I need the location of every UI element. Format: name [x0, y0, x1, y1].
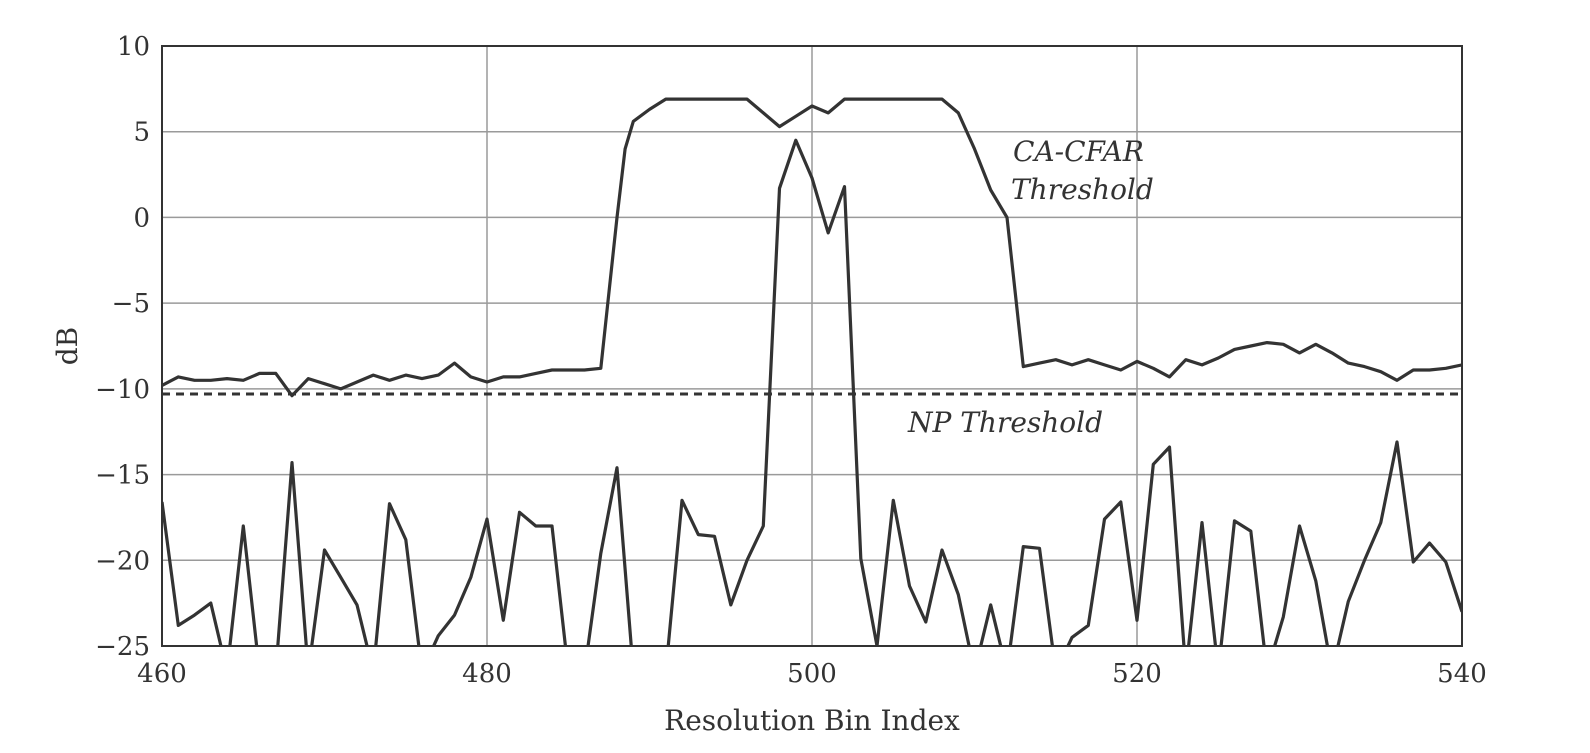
- y-tick-label-4: −10: [95, 375, 150, 405]
- plot-frame: [161, 45, 1463, 647]
- y-tick-label-2: 0: [133, 203, 150, 233]
- x-tick-label-500: 500: [787, 659, 837, 689]
- y-axis-label: dB: [51, 327, 84, 366]
- x-tick-label-480: 480: [462, 659, 512, 689]
- series-group: [162, 97, 1462, 646]
- np-threshold-annotation: NP Threshold: [907, 406, 1103, 439]
- cfar-annotation-line1: CA-CFAR: [1013, 135, 1144, 168]
- cfar-annotation-line2: Threshold: [1011, 173, 1154, 206]
- signal-line: [162, 138, 1462, 646]
- grid: [162, 46, 1462, 646]
- y-tick-label-1: 5: [133, 118, 150, 148]
- x-axis-label: Resolution Bin Index: [664, 704, 960, 737]
- y-tick-label-7: −25: [95, 632, 150, 662]
- y-tick-label-5: −15: [95, 461, 150, 491]
- x-tick-label-540: 540: [1437, 659, 1487, 689]
- ca-cfar-threshold-line: [162, 97, 1462, 398]
- y-tick-label-6: −20: [95, 546, 150, 576]
- y-tick-label-3: −5: [112, 289, 150, 319]
- x-tick-label-520: 520: [1112, 659, 1162, 689]
- x-tick-label-460: 460: [137, 659, 187, 689]
- tick-labels: 460 480 500 520 540 10 5 0 −5 −10 −15 −20 −25: [95, 32, 1487, 689]
- y-tick-label-0: 10: [117, 32, 150, 62]
